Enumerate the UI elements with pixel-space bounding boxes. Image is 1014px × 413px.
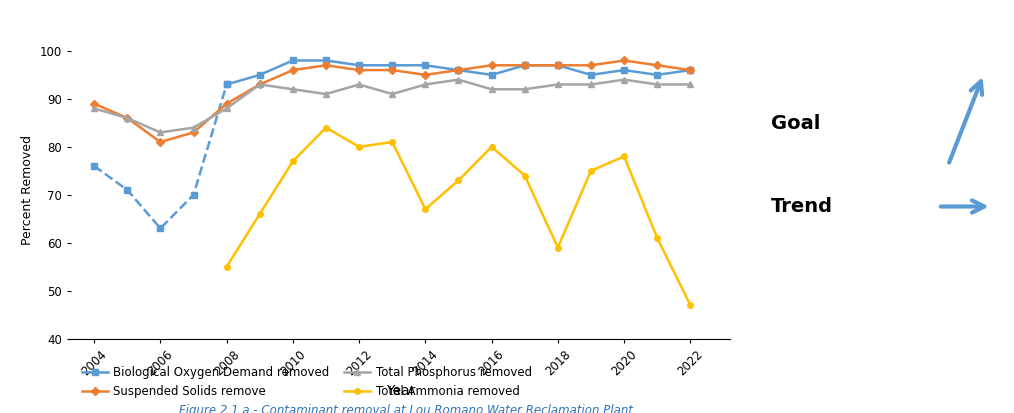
Text: Goal: Goal (771, 114, 820, 133)
Text: Figure 2.1.a - Contaminant removal at Lou Romano Water Reclamation Plant: Figure 2.1.a - Contaminant removal at Lo… (178, 404, 633, 413)
Legend: Biological Oxygen Demand removed, Suspended Solids remove, Total Phosphorus remo: Biological Oxygen Demand removed, Suspen… (77, 362, 536, 403)
Y-axis label: Percent Removed: Percent Removed (21, 135, 34, 245)
Text: Trend: Trend (771, 197, 832, 216)
X-axis label: Year: Year (386, 384, 415, 398)
